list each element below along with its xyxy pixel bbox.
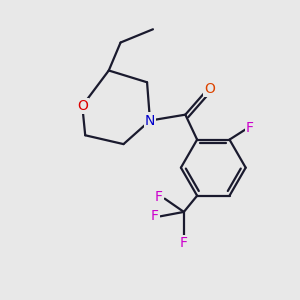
Text: F: F xyxy=(180,236,188,250)
Text: N: N xyxy=(145,114,155,128)
Text: O: O xyxy=(77,99,88,113)
Text: F: F xyxy=(155,190,163,204)
Text: F: F xyxy=(246,121,254,135)
Text: O: O xyxy=(204,82,215,96)
Text: F: F xyxy=(150,209,158,223)
